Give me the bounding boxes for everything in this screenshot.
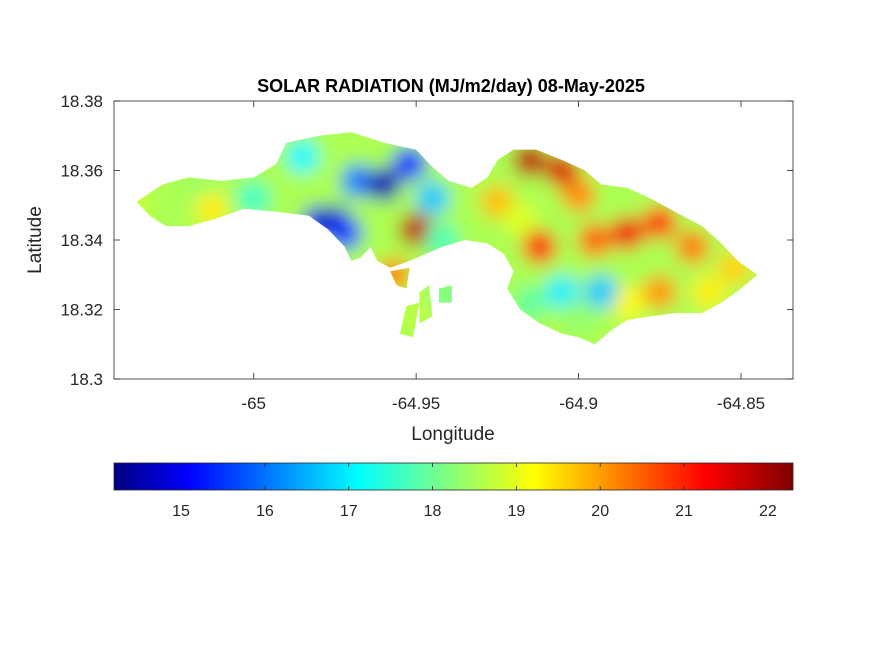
y-tick-label: 18.34 [60,231,103,250]
y-tick-label: 18.38 [60,92,103,111]
radiation-point [366,167,401,202]
y-tick-label: 18.3 [70,370,103,389]
radiation-point [691,275,726,310]
radiation-point [194,191,229,226]
colorbar-ticks: 15 16 17 18 19 20 21 22 [172,463,777,520]
radiation-point [561,177,596,212]
colorbar-tick-label: 22 [759,503,777,520]
radiation-point [285,139,320,174]
colorbar-tick-label: 17 [340,503,358,520]
x-tick-label: -64.85 [717,394,765,413]
colorbar-tick-label: 15 [172,503,190,520]
radiation-point [512,143,547,178]
radiation-point [577,223,612,257]
colorbar-tick-label: 19 [507,503,525,520]
radiation-point [399,212,434,247]
x-tick-label: -64.9 [559,394,598,413]
x-axis-label: Longitude [411,424,494,445]
y-tick-label: 18.32 [60,301,103,320]
x-tick-label: -65 [241,394,266,413]
y-axis-label: Latitude [25,206,46,274]
radiation-point [503,202,538,237]
colorbar [113,462,794,491]
colorbar-tick-label: 18 [424,503,442,520]
radiation-point [610,216,645,251]
chart-title: SOLAR RADIATION (MJ/m2/day) 08-May-2025 [257,76,645,96]
radiation-point [522,229,557,264]
radiation-point [340,163,375,198]
radiation-point [561,299,596,334]
radiation-point [610,285,645,320]
radiation-point [675,229,710,264]
radiation-point [545,275,580,310]
radiation-point [236,181,271,216]
colorbar-tick-label: 20 [591,503,609,520]
radiation-point [584,275,619,310]
radiation-point [642,205,677,240]
y-axis-ticks: 18.3 18.32 18.34 18.36 18.38 [60,92,793,389]
colorbar-tick-label: 21 [675,503,693,520]
radiation-point [415,181,450,216]
radiation-point [392,146,427,181]
x-tick-label: -64.95 [392,394,440,413]
y-tick-label: 18.36 [60,162,103,181]
radiation-point [642,275,677,310]
x-axis-ticks: -65 -64.95 -64.9 -64.85 [241,101,765,413]
colorbar-tick-label: 16 [256,503,274,520]
